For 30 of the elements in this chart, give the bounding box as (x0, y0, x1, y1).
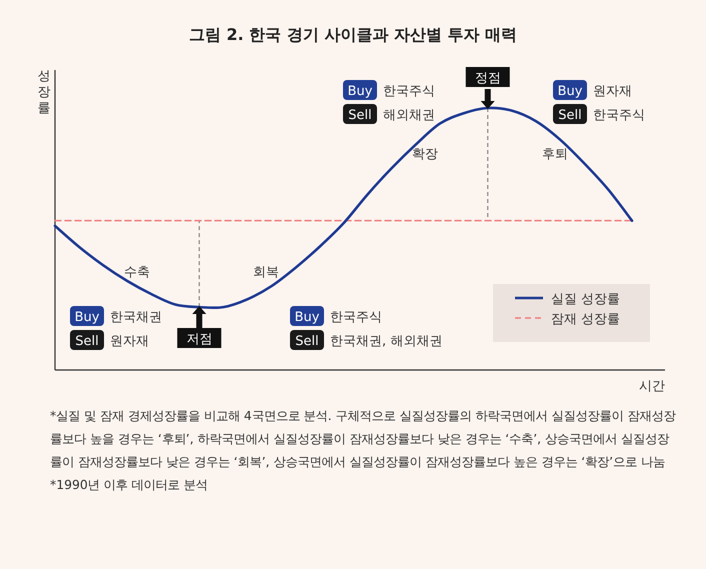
text: Buy (558, 84, 583, 99)
annotation: 저점 (186, 332, 212, 347)
annotation: 한국주식 (330, 310, 382, 325)
annotation: Sell (558, 108, 582, 123)
annotation: 원자재 (110, 334, 149, 349)
x-axis-title: 시간 (639, 379, 665, 394)
legend-label: 실질 성장률 (551, 292, 620, 307)
annotation: 해외채권 (383, 108, 435, 123)
annotation: 수축 (124, 265, 150, 280)
text: *1990년 이후 데이터로 분석 (50, 476, 209, 494)
legend-label: 잠재 성장률 (551, 312, 620, 327)
annotation: Sell (75, 334, 99, 349)
annotation: Sell (295, 334, 319, 349)
annotation: 회복 (253, 265, 279, 280)
annotation: 한국채권, 해외채권 (330, 334, 442, 349)
chart-title: 그림 2. 한국 경기 사이클과 자산별 투자 매력 (188, 25, 518, 44)
text: *실질 및 잠재 경제성장률을 비교해 4국면으로 분석. 구체적으로 실질성장률의 하락국면에서 실질성장률이 잠재성장률보다 높을 경우는 ‘후퇴’, 하락국면에서 실질성장률이 잠재성장률보다 낮은 경우는 ‘수축’, 상승국면에서 실질성장률이 잠재성장률보다 낮은 경우는 ‘회복’, 상승국면에서 실질성장률이 잠재성장률보다 높은 경우는 ‘확장’으로 나눔 (50, 407, 677, 471)
annotation: Buy (74, 310, 100, 325)
annotation: 확장 (412, 147, 438, 162)
annotation: Buy (294, 310, 320, 325)
y-axis-title: 성장률 (38, 69, 50, 116)
annotation: Sell (348, 108, 372, 123)
marker-peak: 정점 (466, 67, 510, 109)
annotation: 한국채권 (110, 310, 162, 325)
text: 원자재 (593, 84, 632, 99)
marker-trough: 저점 (177, 306, 222, 348)
annotation: 후퇴 (542, 147, 568, 162)
text: Buy (348, 84, 373, 99)
annotation: 한국주식 (593, 108, 645, 123)
text: 한국주식 (383, 84, 435, 99)
